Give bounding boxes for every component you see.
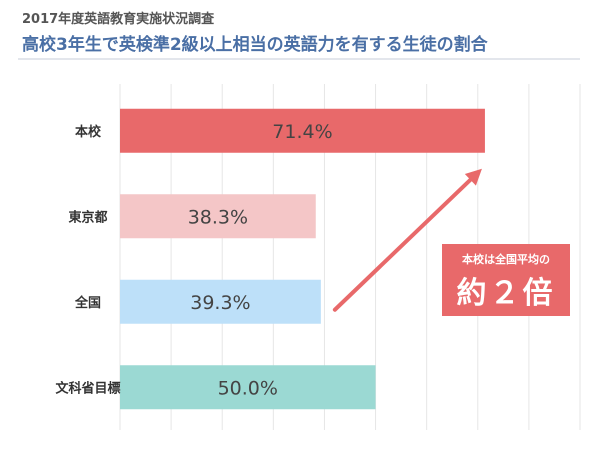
- bar: [120, 365, 376, 410]
- category-label: 本校: [75, 124, 102, 140]
- bars: 本校 71.4% 東京都 38.3% 全国 39.3% 文科省目標 50.0%: [55, 108, 485, 410]
- title-divider: [18, 58, 580, 60]
- bar: [120, 194, 316, 239]
- survey-name: 2017年度英語教育実施状況調査: [22, 12, 215, 27]
- arrow-head: [464, 168, 482, 186]
- bar: [120, 279, 321, 324]
- value-label: 50.0%: [218, 377, 278, 399]
- chart-title: 高校3年生で英検準2級以上相当の英語力を有する生徒の割合: [22, 35, 488, 55]
- comparison-callout: 本校は全国平均の 約２倍: [442, 244, 570, 316]
- callout-emphasis: 約２倍: [456, 276, 556, 311]
- category-label: 全国: [74, 295, 101, 311]
- callout-caption: 本校は全国平均の: [462, 253, 550, 266]
- category-label: 東京都: [68, 209, 107, 225]
- value-label: 38.3%: [188, 206, 248, 228]
- arrow-shaft: [332, 177, 473, 312]
- comparison-arrow: [332, 168, 482, 312]
- value-label: 71.4%: [272, 121, 332, 143]
- bar: [120, 108, 485, 153]
- category-label: 文科省目標: [55, 380, 120, 396]
- value-label: 39.3%: [190, 292, 250, 314]
